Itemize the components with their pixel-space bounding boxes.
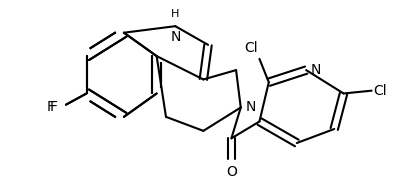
Text: F: F xyxy=(47,100,55,115)
Text: O: O xyxy=(226,165,237,178)
Text: H: H xyxy=(171,9,180,19)
Text: Cl: Cl xyxy=(244,41,258,55)
Text: N: N xyxy=(246,100,256,115)
Text: F: F xyxy=(50,100,58,115)
Text: N: N xyxy=(170,30,180,44)
Text: Cl: Cl xyxy=(374,84,387,98)
Text: N: N xyxy=(311,63,321,77)
